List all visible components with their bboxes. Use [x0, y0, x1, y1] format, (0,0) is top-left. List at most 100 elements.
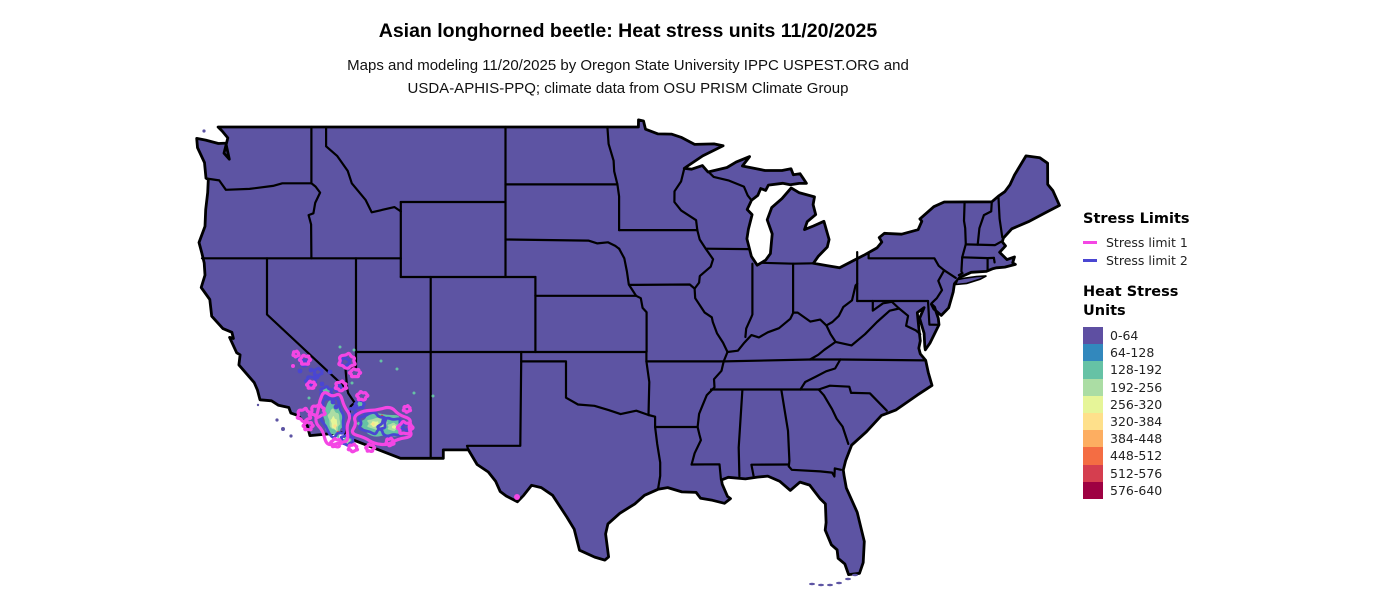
heat-stress-title: Heat Stress Units: [1083, 284, 1179, 319]
stress-limit-1-contour: [291, 349, 301, 359]
state-border: [964, 240, 1003, 247]
state-border: [943, 269, 957, 279]
state-border: [723, 358, 842, 363]
state-border: [817, 384, 888, 412]
stress-limit-1-contour: [355, 389, 370, 402]
stress-limit-2-dot: [352, 404, 358, 410]
stress-limit-1-contour: [347, 367, 363, 379]
stress-limit-1-contour: [384, 436, 396, 448]
florida-keys-island: [852, 573, 858, 577]
stress-limits-items: Stress limit 1 Stress limit 2: [1083, 234, 1383, 269]
long-island: [954, 275, 987, 286]
legend: Stress Limits Stress limit 1 Stress limit…: [1083, 210, 1383, 499]
state-border: [206, 177, 313, 191]
heat-stress-bin-swatch: [1083, 464, 1103, 482]
stress-limit-1-contour: [304, 379, 318, 390]
state-border: [465, 360, 523, 451]
heat-stress-bin-swatch: [1083, 481, 1103, 499]
state-border: [606, 125, 619, 186]
heat-stress-bin-swatch: [1083, 395, 1103, 413]
stress-limit-1-dot: [291, 364, 295, 368]
state-border: [808, 324, 837, 361]
stress-limit-1-contour: [295, 406, 313, 423]
state-border: [325, 125, 402, 214]
heat-stress-area: [391, 425, 397, 429]
heat-stress-bin-label: 128-192: [1110, 362, 1163, 378]
heat-stress-bin-swatch: [1083, 344, 1103, 362]
heat-stress-bin-row: 128-192: [1083, 361, 1383, 379]
stress-limit-1-contour: [301, 420, 315, 432]
florida-keys-island: [809, 582, 815, 586]
heat-stress-bin-label: 192-256: [1110, 379, 1163, 395]
state-border: [799, 358, 842, 391]
heat-stress-speck: [352, 348, 356, 352]
state-border: [673, 167, 699, 232]
state-border: [930, 269, 946, 305]
heat-stress-bins: 0-64 64-128 128-192 192-256 256-320 320-384 38…: [1083, 327, 1383, 499]
state-border: [504, 238, 621, 250]
heat-stress-bin-swatch: [1083, 378, 1103, 396]
stress-limit-1-contour: [297, 353, 313, 366]
state-border: [997, 195, 1004, 239]
stress-limit-1-contour: [333, 379, 349, 393]
state-border: [708, 171, 753, 202]
florida-keys-island: [845, 577, 851, 581]
heat-stress-bin-row: 256-320: [1083, 395, 1383, 413]
state-border: [898, 307, 922, 336]
island: [275, 418, 279, 422]
stress-limit-2-dot: [333, 404, 339, 410]
state-border: [645, 350, 651, 417]
heat-stress-bin-row: 448-512: [1083, 447, 1383, 465]
subtitle-line-2: USDA-APHIS-PPQ; climate data from OSU PR…: [407, 79, 849, 97]
heat-stress-speck: [307, 396, 311, 400]
heat-stress-bin-label: 256-320: [1110, 396, 1163, 412]
island: [281, 427, 285, 431]
state-border: [726, 282, 859, 354]
stress-limit-line-swatch: [1083, 241, 1097, 245]
heat-stress-bin-label: 0-64: [1110, 328, 1139, 344]
state-border: [690, 463, 723, 481]
stress-limit-2-contour: [319, 396, 346, 439]
state-border: [744, 262, 754, 339]
state-border: [307, 182, 322, 260]
page-title: Asian longhorned beetle: Heat stress uni…: [378, 20, 878, 42]
state-border: [693, 229, 729, 354]
state-border: [961, 256, 995, 260]
stress-limit-1-contour: [346, 442, 360, 454]
state-border: [647, 413, 662, 491]
heat-stress-bin-swatch: [1083, 412, 1103, 431]
heat-stress-speck: [350, 381, 354, 385]
stress-limit-1-contour: [314, 391, 352, 447]
heat-stress-bin-row: 0-64: [1083, 327, 1383, 345]
florida-keys-island: [836, 581, 842, 585]
heat-stress-speck: [379, 359, 383, 363]
state-border: [926, 299, 941, 326]
heat-stress-bin-swatch: [1083, 447, 1103, 465]
stress-limits-legend: Stress Limits Stress limit 1 Stress limit…: [1083, 210, 1383, 269]
state-border: [867, 252, 946, 272]
heat-stress-bin-label: 320-384: [1110, 414, 1163, 430]
stress-limit-1-contour: [328, 436, 344, 449]
stress-limit-2-dot: [297, 368, 303, 374]
heat-stress-bin-label: 512-576: [1110, 465, 1163, 481]
stress-limit-line-swatch: [1083, 258, 1097, 262]
heat-stress-bin-swatch: [1083, 361, 1103, 379]
heat-stress-speck: [338, 345, 342, 349]
state-border: [737, 388, 744, 478]
stress-limit-2-dot: [308, 367, 314, 373]
heat-stress-speck: [431, 394, 435, 398]
stress-limit-2-dot: [314, 374, 320, 380]
page-subtitle: Maps and modeling 11/20/2025 by Oregon S…: [0, 55, 1256, 100]
stress-limit-1-contour: [309, 402, 327, 419]
stress-limit-2-dot: [327, 369, 333, 375]
stress-limit-1-dot-texas: [514, 494, 520, 500]
state-border: [635, 294, 648, 354]
state-border: [760, 261, 815, 265]
heat-stress-bin-label: 384-448: [1110, 431, 1163, 447]
heat-stress-bin-row: 320-384: [1083, 412, 1383, 431]
state-border: [992, 256, 996, 264]
heat-stress-bin-row: 512-576: [1083, 464, 1383, 482]
state-border: [976, 200, 993, 246]
